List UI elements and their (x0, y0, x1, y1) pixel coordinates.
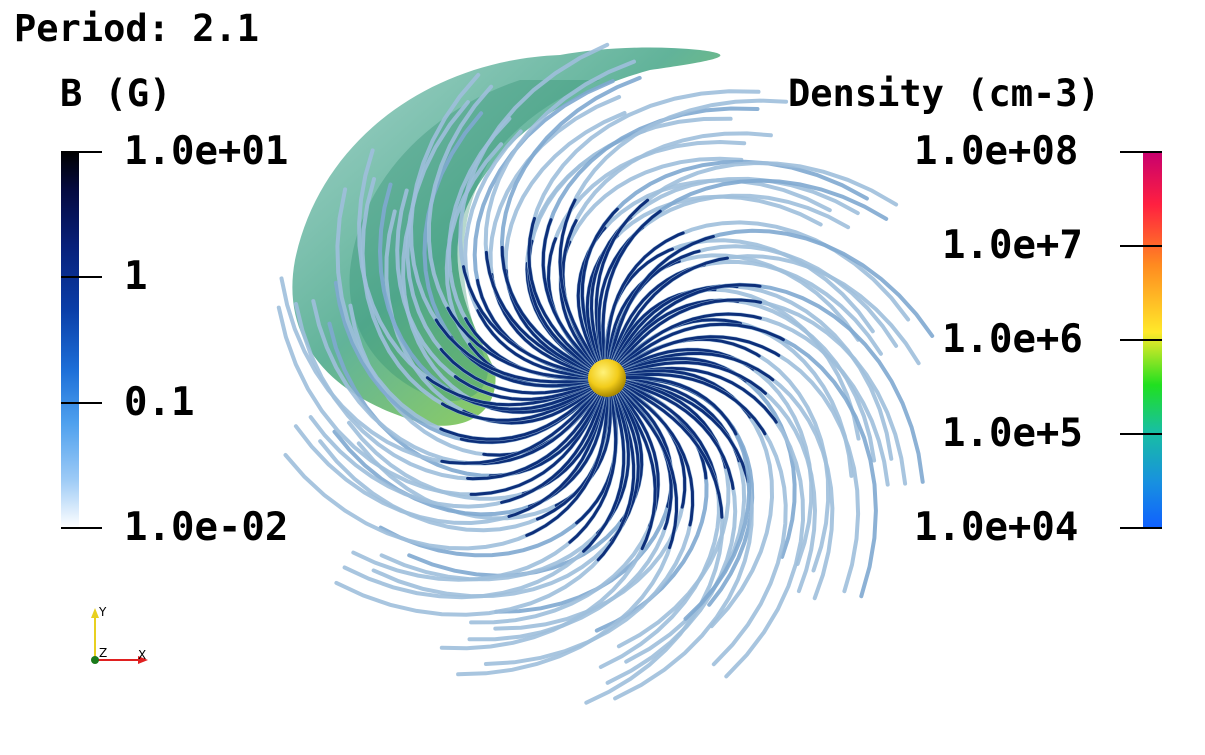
field-line-core (621, 351, 834, 600)
b-colorbar (61, 152, 79, 528)
magnetic-field-lines (276, 42, 935, 705)
field-line-core (594, 161, 898, 363)
field-line-core (619, 322, 878, 598)
b-tick-label: 0.1 (124, 380, 195, 425)
field-line-core (618, 312, 890, 487)
field-line-core (361, 177, 594, 422)
density-tick-mark (1120, 527, 1162, 529)
field-line-core (280, 276, 598, 465)
field-line-core (484, 60, 636, 374)
field-line-core (309, 393, 604, 509)
density-tick-label: 1.0e+08 (914, 129, 1079, 174)
density-tick-label: 1.0e+04 (914, 505, 1079, 550)
star-sphere (588, 359, 626, 397)
field-line-core (351, 393, 618, 582)
field-line-core (357, 148, 593, 407)
field-line-core (606, 381, 737, 685)
field-line-core (294, 393, 606, 525)
field-line-core (620, 335, 860, 593)
field-line-core (484, 386, 695, 666)
field-line-core (335, 187, 596, 441)
axis-x-label: X (138, 648, 146, 662)
field-line-core (623, 375, 751, 621)
density-tick-mark (1120, 151, 1162, 153)
density-tick-label: 1.0e+5 (942, 411, 1083, 456)
field-line-core (277, 306, 602, 496)
density-tick-label: 1.0e+6 (942, 317, 1083, 362)
field-line-core (609, 229, 934, 363)
b-tick-mark (61, 276, 102, 278)
density-tick-mark (1120, 245, 1162, 247)
field-line-core (541, 106, 759, 367)
field-line-core (334, 392, 636, 617)
b-tick-mark (61, 527, 102, 529)
b-tick-mark (61, 151, 102, 153)
field-line-core (601, 179, 888, 362)
field-line-core (294, 302, 601, 481)
b-legend-title: B (G) (60, 72, 172, 115)
field-line-core (500, 76, 642, 372)
field-line-core (622, 360, 817, 593)
field-line-core (284, 394, 609, 550)
b-tick-label: 1.0e-02 (124, 505, 289, 550)
field-line-core (458, 43, 609, 377)
field-line-core (405, 100, 592, 395)
field-line-core (395, 189, 592, 401)
orientation-axes (91, 608, 148, 664)
field-line-core (623, 373, 788, 666)
field-line-core (427, 85, 591, 380)
field-line-core (605, 220, 910, 362)
axis-z-label: Z (99, 646, 107, 660)
field-line-core (615, 283, 925, 484)
b-tick-mark (61, 402, 102, 404)
period-label: Period: 2.1 (14, 7, 260, 50)
field-line-core (456, 389, 679, 676)
field-line-core (343, 393, 626, 599)
density-tick-mark (1120, 339, 1162, 341)
density-tick-mark (1120, 433, 1162, 435)
field-line-core (580, 160, 869, 364)
field-line-core (440, 390, 657, 650)
b-tick-label: 1.0e+01 (124, 129, 289, 174)
field-line-core (527, 89, 760, 369)
field-line-core (463, 129, 591, 378)
field-line-core (357, 394, 612, 520)
density-tick-label: 1.0e+7 (942, 223, 1083, 268)
axis-y-label: Y (98, 605, 107, 619)
field-line-core (623, 366, 805, 678)
field-line-core (616, 298, 907, 486)
field-line-core (409, 73, 591, 384)
field-line-core (612, 254, 921, 365)
field-line-core (584, 384, 724, 705)
field-line-core (558, 99, 788, 365)
b-tick-label: 1 (124, 254, 148, 299)
density-legend-title: Density (cm-3) (788, 72, 1100, 115)
